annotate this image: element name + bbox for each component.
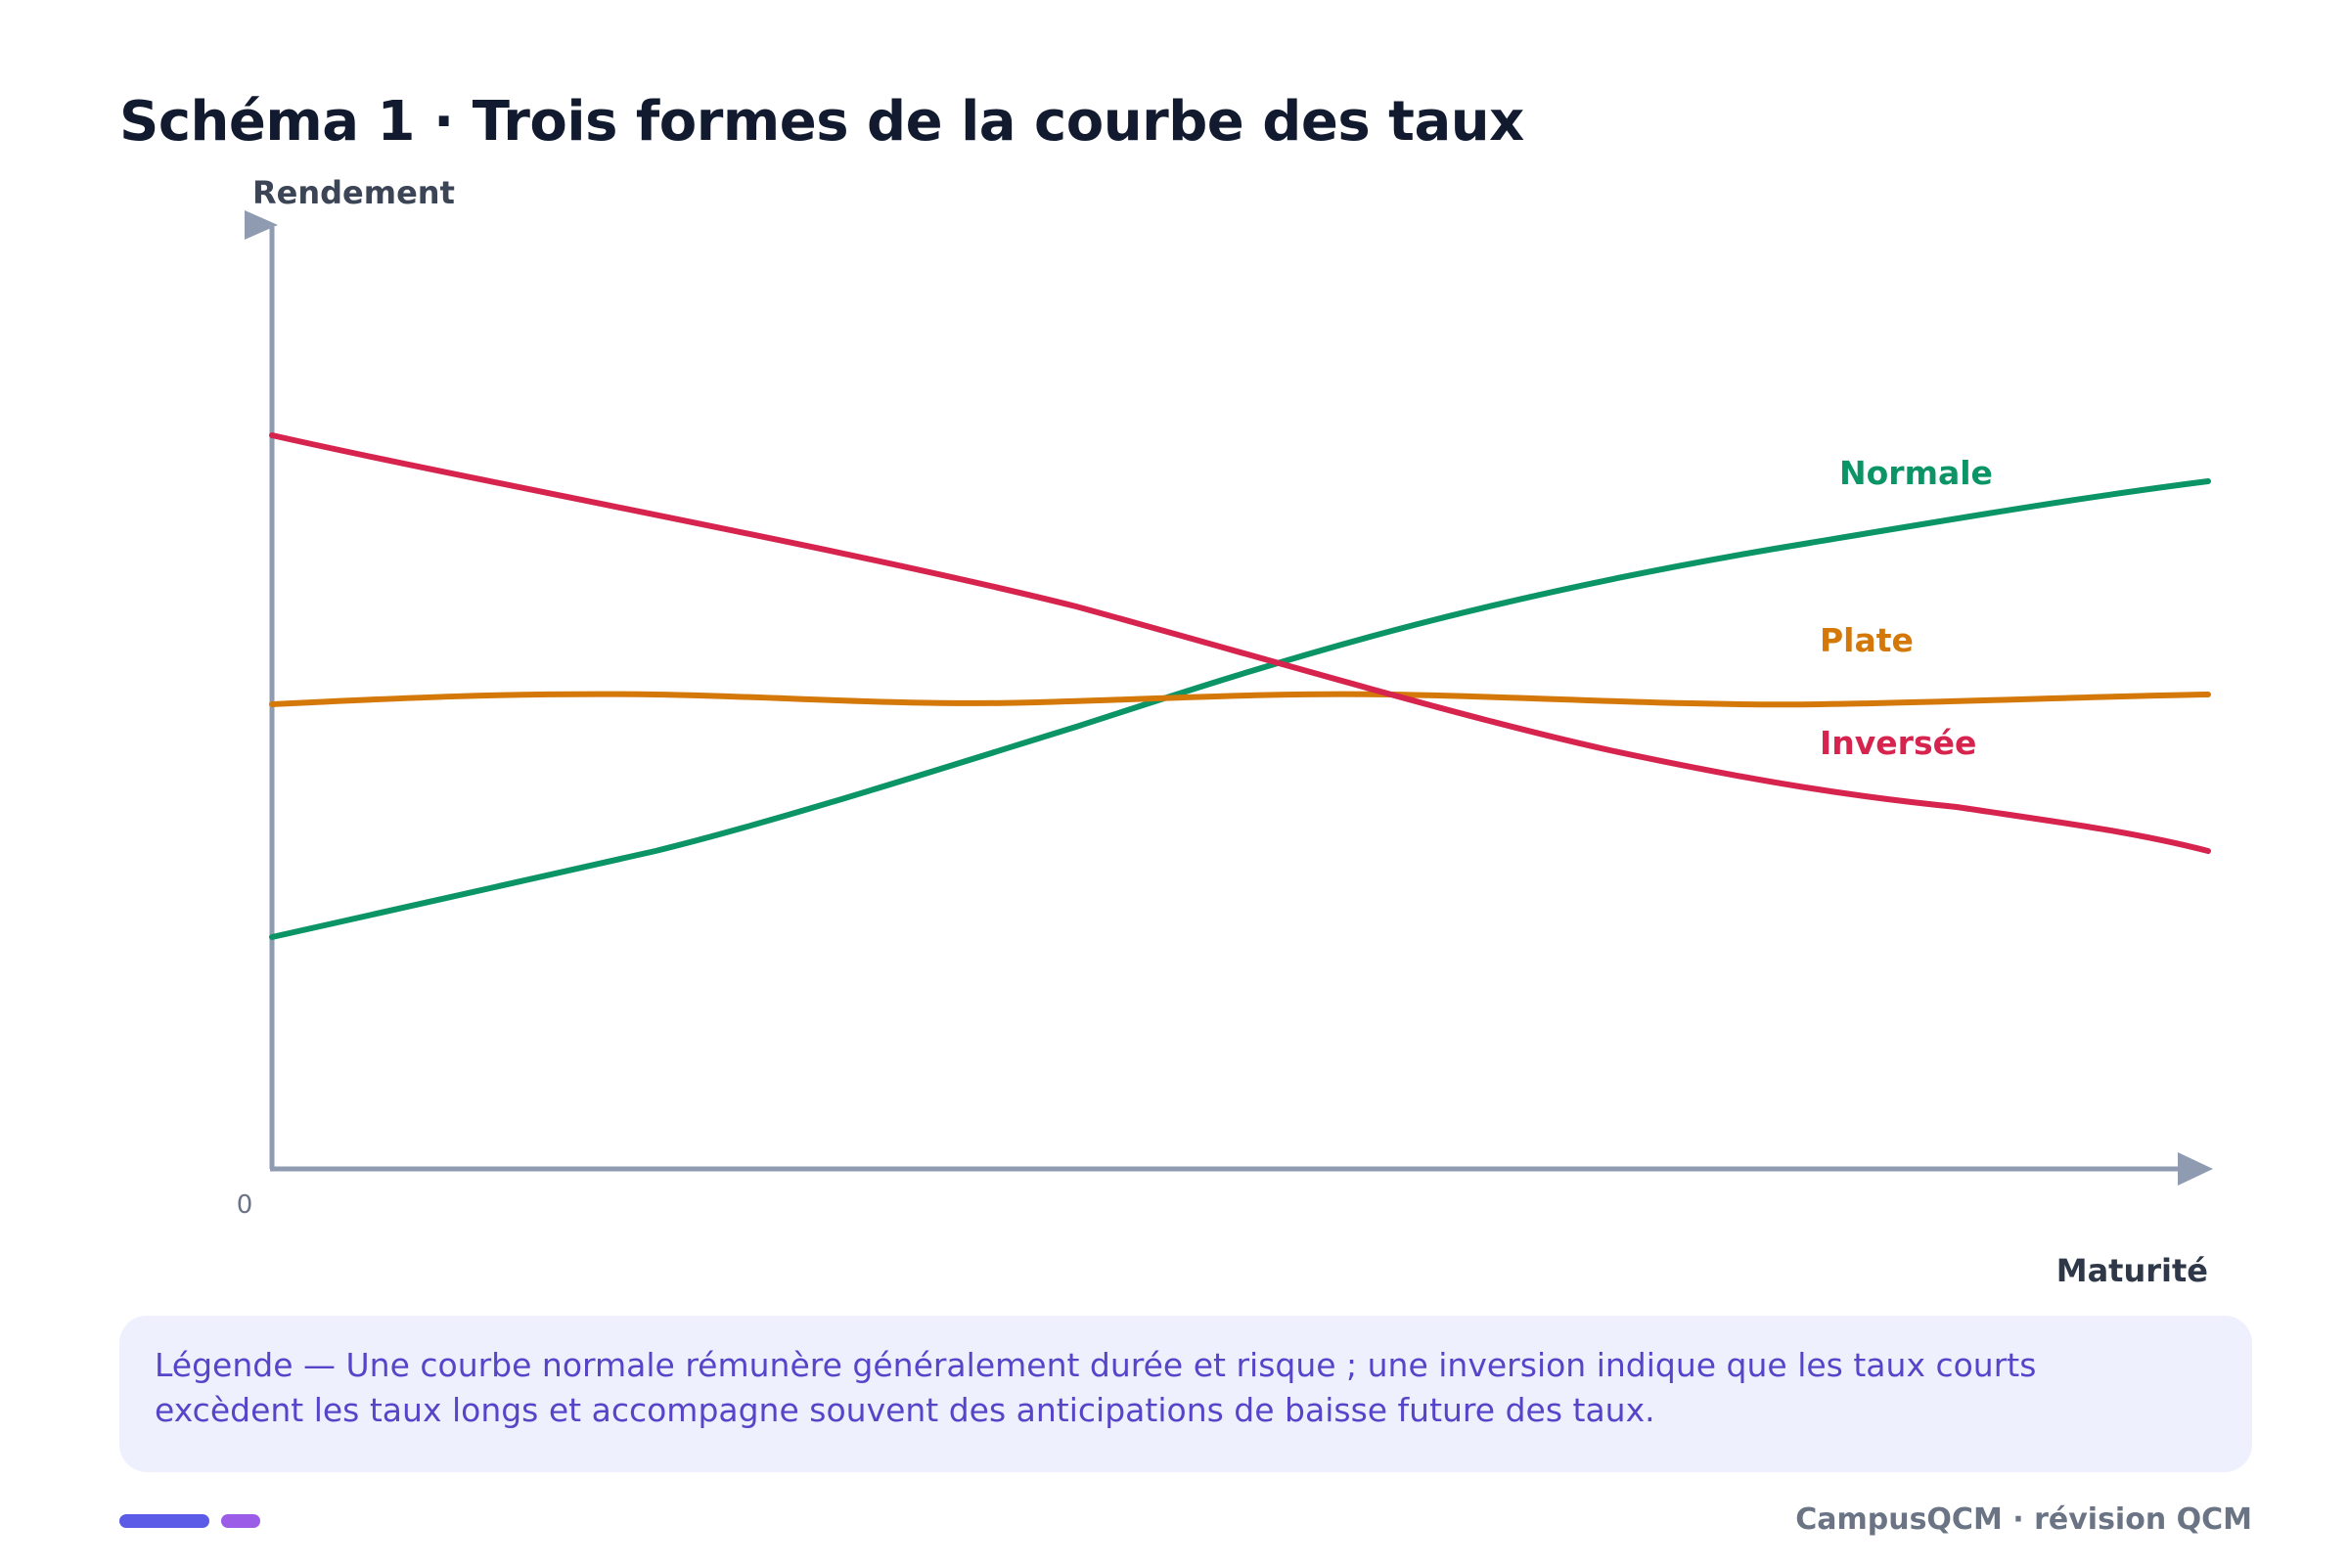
footer-credit: CampusQCM · révision QCM xyxy=(1795,1502,2252,1537)
legend-text: Légende — Une courbe normale rémunère gé… xyxy=(155,1346,2037,1429)
legend-box: Légende — Une courbe normale rémunère gé… xyxy=(119,1316,2252,1472)
pill-indicator-primary xyxy=(119,1514,209,1528)
curve-label-normale: Normale xyxy=(1839,454,1993,492)
y-axis-arrow-icon xyxy=(245,210,278,240)
x-axis-arrow-icon xyxy=(2178,1152,2213,1186)
curve-plate xyxy=(269,691,2211,708)
curve-label-plate: Plate xyxy=(1820,621,1914,659)
x-axis-label: Maturité xyxy=(2056,1252,2208,1289)
page-title: Schéma 1 · Trois formes de la courbe des… xyxy=(119,90,1524,154)
origin-label: 0 xyxy=(237,1190,253,1220)
curve-inversee xyxy=(269,432,2211,854)
pill-indicator-secondary xyxy=(221,1514,260,1528)
yield-curve-diagram: Rendement Maturité 0 Normale Plate Inver… xyxy=(237,174,2213,1289)
curve-normale xyxy=(269,478,2211,940)
y-axis-label: Rendement xyxy=(252,174,455,211)
curve-label-inversee: Inversée xyxy=(1820,724,1976,762)
